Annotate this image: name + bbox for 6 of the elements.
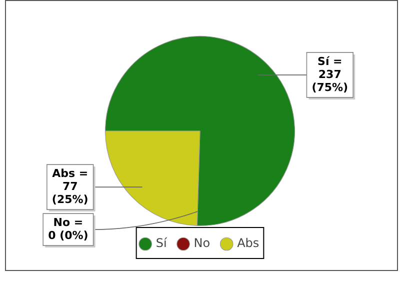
legend-label: Abs bbox=[237, 236, 260, 250]
text: No = 0 (0%) bbox=[48, 216, 88, 242]
legend-label: No bbox=[194, 236, 210, 250]
legend-label: Sí bbox=[156, 236, 168, 250]
data-label: Sí = 237 (75%) bbox=[312, 54, 348, 94]
data-label: Abs = 77 (25%) bbox=[52, 166, 88, 206]
